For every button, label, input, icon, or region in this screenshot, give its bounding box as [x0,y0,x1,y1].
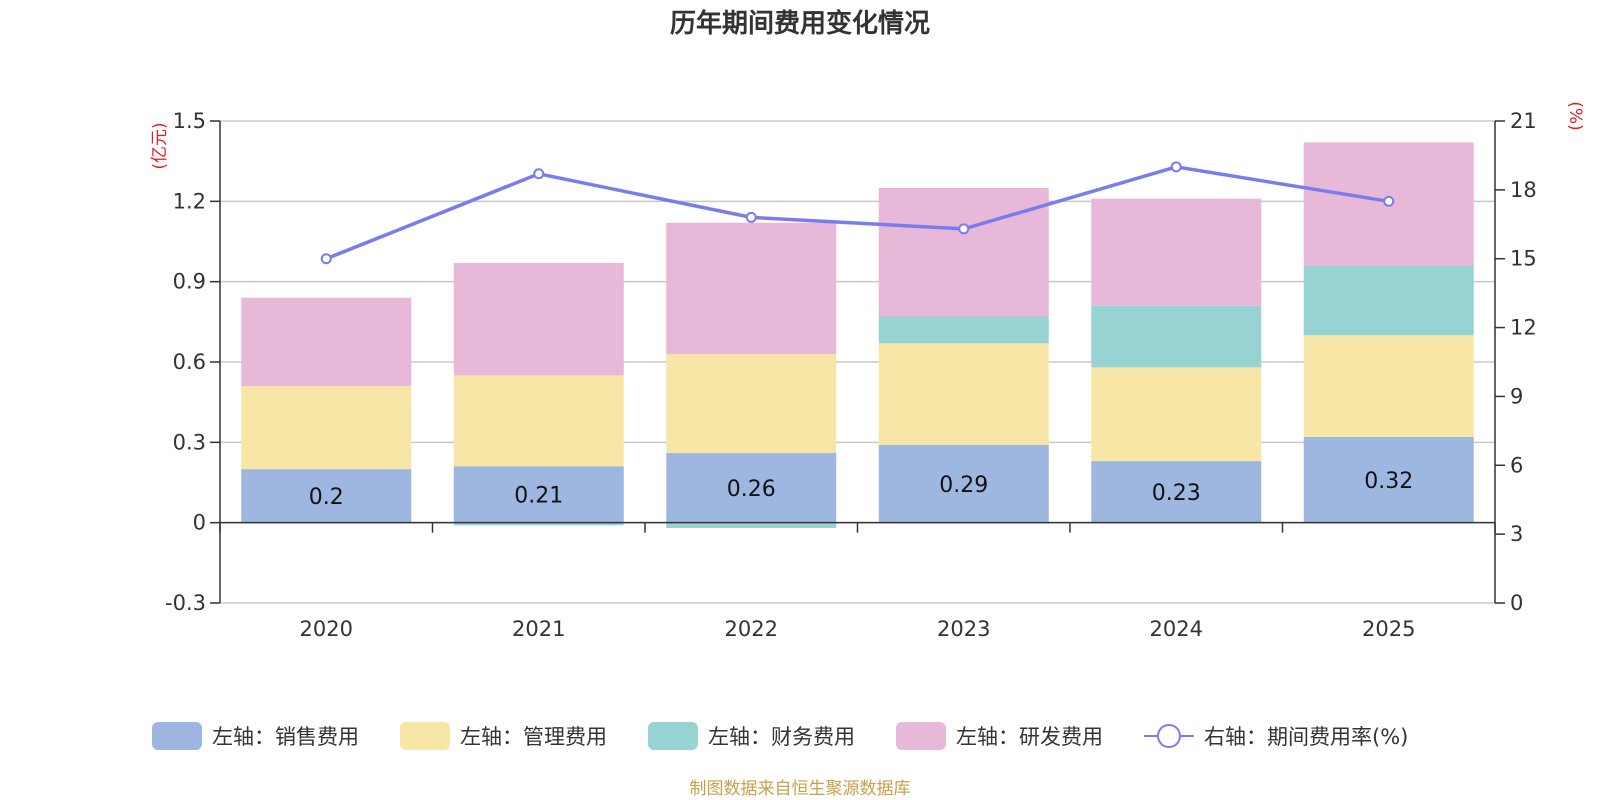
bar-segment [1303,265,1474,336]
x-axis-tick-label: 2022 [725,617,778,641]
left-axis-tick-label: 1.2 [173,189,206,213]
legend-label: 右轴：期间费用率(%) [1204,725,1408,749]
right-axis-tick-label: 0 [1510,591,1523,615]
bar-segment [666,522,837,529]
x-axis-tick-label: 2025 [1362,617,1415,641]
right-axis-tick-label: 21 [1510,109,1537,133]
right-axis-tick-label: 3 [1510,522,1523,546]
left-axis-tick-label: 0 [193,511,206,535]
right-axis-tick-label: 6 [1510,453,1523,477]
bar-segment [453,522,624,526]
legend-marker [1157,724,1181,748]
x-axis-tick-label: 2023 [937,617,990,641]
bar-labels: 0.2 0.21 0.26 0.29 0.23 0.32 [309,469,1413,510]
bar-segment [878,316,1049,344]
left-axis-tick-label: 0.9 [173,270,206,294]
left-axis-tick-label: 0.6 [173,350,206,374]
bar-data-label: 0.2 [309,485,344,510]
legend-item[interactable]: 左轴：销售费用 [152,722,359,750]
bar-segment [1091,198,1262,306]
rate-point [1170,161,1182,173]
right-axis-tick-label: 9 [1510,384,1523,408]
rate-point [958,223,970,235]
bar-segment [666,222,837,354]
bar-segment [453,466,624,523]
bar-segment [453,375,624,467]
legend-swatch [400,722,450,750]
bar-data-label: 0.32 [1364,469,1413,494]
right-axis-tick-label: 18 [1510,178,1537,202]
bar-segment [878,445,1049,523]
right-axis-tick-label: 12 [1510,316,1537,340]
bar-segment [241,297,412,387]
bars [241,142,1474,529]
bar-data-label: 0.23 [1152,481,1201,506]
bar-data-label: 0.21 [514,484,563,509]
bar-segment [1303,335,1474,437]
left-axis-tick-label: 1.5 [173,109,206,133]
right-axis-unit: (%) [1565,101,1585,130]
rate-line-path [325,165,1390,261]
rate-point [1383,195,1395,207]
rate-point [533,168,545,180]
bar-segment [1091,305,1262,368]
rate-line [320,161,1395,265]
bar-segment [666,453,837,523]
legend[interactable]: 左轴：销售费用 左轴：管理费用 左轴：财务费用 左轴：研发费用 右轴：期间费用率(%) [152,722,1408,750]
rate-point [320,253,332,265]
bar-segment [453,262,624,376]
right-axis-tick-label: 15 [1510,247,1537,271]
legend-swatch [152,722,202,750]
legend-item[interactable]: 右轴：期间费用率(%) [1144,724,1408,749]
left-axis-tick-label: 0.3 [173,430,206,454]
legend-swatch [648,722,698,750]
legend-swatch [896,722,946,750]
source-note: 制图数据来自恒生聚源数据库 [690,779,911,799]
legend-label: 左轴：管理费用 [460,725,607,749]
axes: -0.3 0 0.3 0.6 0.9 1.2 1.5 0 3 6 9 12 15 18 21 2020 2021… [150,101,1585,641]
legend-label: 左轴：研发费用 [956,725,1103,749]
x-axis-tick-label: 2021 [512,617,565,641]
legend-label: 左轴：销售费用 [212,725,359,749]
bar-data-label: 0.26 [727,477,776,502]
legend-label: 左轴：财务费用 [708,725,855,749]
legend-item[interactable]: 左轴：研发费用 [896,722,1103,750]
bar-data-label: 0.29 [939,473,988,498]
bar-segment [666,353,837,454]
bar-segment [1303,436,1474,523]
x-axis-tick-label: 2024 [1150,617,1203,641]
chart-title: 历年期间费用变化情况 [670,8,930,39]
left-axis-unit: (亿元) [150,122,170,169]
left-axis-tick-label: -0.3 [165,591,206,615]
x-axis-tick-label: 2020 [300,617,353,641]
bar-segment [1091,461,1262,523]
legend-item[interactable]: 左轴：管理费用 [400,722,607,750]
bar-segment [1091,367,1262,462]
bar-segment [241,469,412,523]
bar-segment [878,187,1049,317]
bar-segment [878,343,1049,446]
rate-point [745,211,757,223]
legend-item[interactable]: 左轴：财务费用 [648,722,855,750]
bar-segment [241,386,412,470]
